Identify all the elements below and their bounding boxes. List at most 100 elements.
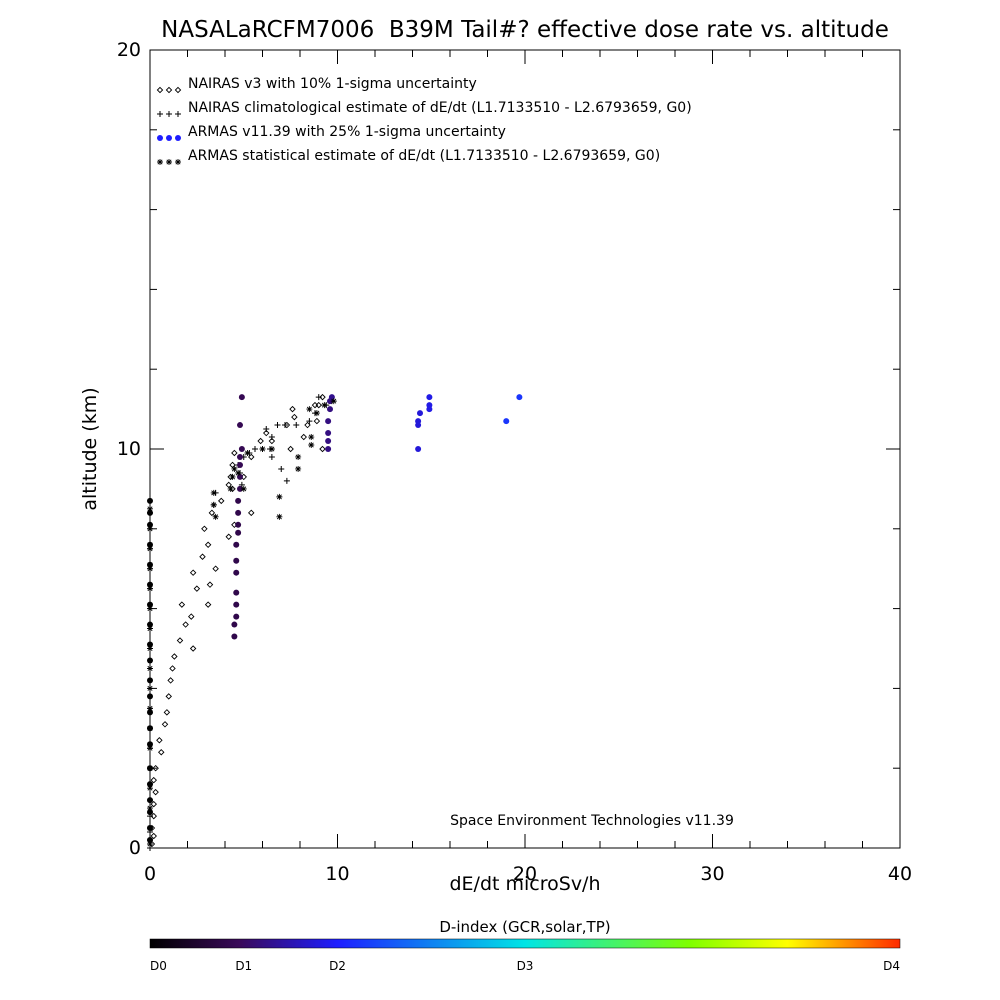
- armas-point: [235, 509, 242, 516]
- x-axis-label: dE/dt microSv/h: [449, 873, 600, 895]
- armas-point: [233, 557, 240, 564]
- nairas-clim-point: [278, 465, 285, 472]
- colorbar: [149, 938, 901, 949]
- armas-stat-point: [235, 469, 242, 476]
- armas-point: [147, 581, 153, 588]
- legend-asterisk-icon: [166, 159, 172, 165]
- armas-point: [325, 430, 332, 437]
- armas-point: [237, 461, 243, 468]
- legend: NAIRAS v3 with 10% 1-sigma uncertainty NA…: [156, 76, 692, 165]
- armas-point: [231, 621, 238, 628]
- nairas-point: [171, 653, 178, 660]
- armas-point: [147, 693, 153, 700]
- nairas-point: [189, 645, 197, 652]
- armas-stat-point: [147, 805, 153, 812]
- nairas-point: [161, 721, 169, 728]
- nairas-point: [218, 497, 225, 505]
- colorbar-tick-label: D4: [883, 959, 900, 973]
- armas-stat-point: [330, 398, 337, 405]
- legend-dot-icon: [166, 135, 172, 141]
- nairas-point: [178, 601, 186, 608]
- x-tick-label: 30: [700, 863, 724, 885]
- legend-diamond-icon: [165, 86, 173, 94]
- nairas-point: [158, 749, 165, 756]
- nairas-point: [313, 417, 321, 425]
- armas-stat-point: [147, 565, 153, 572]
- armas-stat-point: [147, 545, 153, 552]
- legend-dot-icon: [157, 135, 163, 141]
- armas-stat-point: [231, 465, 238, 472]
- armas-stat-point: [268, 446, 275, 452]
- armas-point: [147, 809, 153, 816]
- legend-dot-icon: [175, 135, 181, 141]
- armas-point: [233, 589, 240, 596]
- nairas-point: [176, 637, 184, 644]
- nairas-point: [208, 509, 216, 517]
- armas-point: [238, 446, 245, 452]
- armas-point: [237, 485, 243, 492]
- nairas-clim-point: [263, 426, 270, 433]
- nairas-point: [204, 541, 212, 548]
- armas-stat-point: [308, 434, 315, 441]
- armas-stat-point: [147, 785, 153, 792]
- armas-stat-point: [295, 453, 302, 460]
- armas-point: [238, 394, 245, 401]
- armas-stat-point: [147, 625, 153, 632]
- tick-labels: 0 10 20 30 40 0 10 20: [117, 39, 912, 885]
- legend-asterisk-icon: [175, 159, 181, 165]
- armas-point: [325, 418, 332, 425]
- nairas-point: [152, 788, 159, 796]
- nairas-point: [206, 581, 214, 588]
- nairas-point: [248, 509, 255, 517]
- nairas-point: [248, 453, 255, 461]
- legend-plus-icon: [157, 111, 163, 117]
- armas-point: [415, 446, 422, 452]
- armas-stat-point: [276, 493, 283, 500]
- armas-point: [237, 453, 243, 460]
- armas-stat-point: [259, 446, 266, 452]
- y-tick-label: 10: [117, 438, 141, 460]
- nairas-point: [231, 449, 238, 457]
- nairas-point: [150, 812, 157, 820]
- armas-stat-point: [229, 473, 236, 480]
- x-tick-label: 0: [144, 863, 156, 885]
- nairas-point: [257, 437, 264, 445]
- nairas-point: [167, 677, 174, 684]
- armas-stat-point: [210, 489, 217, 496]
- legend-label: NAIRAS climatological estimate of dE/dt …: [188, 100, 692, 116]
- armas-stat-point: [147, 685, 153, 692]
- armas-stat-point: [147, 745, 153, 752]
- armas-point: [233, 613, 240, 620]
- armas-stat-point: [212, 513, 219, 520]
- armas-point: [147, 621, 153, 628]
- armas-stat-point: [240, 485, 247, 492]
- armas-stat-point: [147, 705, 153, 712]
- credit-text: Space Environment Technologies v11.39: [450, 813, 734, 829]
- armas-point: [415, 418, 422, 425]
- nairas-point: [193, 585, 201, 592]
- nairas-clim-point: [283, 477, 290, 484]
- nairas-point: [150, 800, 157, 808]
- nairas-point: [201, 525, 208, 533]
- nairas-point: [169, 665, 176, 672]
- armas-point: [147, 521, 153, 528]
- colorbar-tick-label: D0: [150, 959, 167, 973]
- armas-stat-point: [147, 841, 153, 848]
- armas-point: [147, 641, 153, 648]
- armas-point: [147, 497, 153, 504]
- armas-stat-point: [227, 485, 234, 492]
- colorbar-labels: D0 D1 D2 D3 D4: [150, 959, 900, 973]
- armas-stat-point: [321, 402, 328, 409]
- axis-ticks: [149, 49, 901, 849]
- nairas-clim-point: [268, 453, 275, 460]
- nairas-clim-point: [306, 418, 313, 425]
- legend-plus-icon: [175, 111, 181, 117]
- y-tick-label: 20: [117, 39, 141, 61]
- armas-point: [147, 709, 153, 716]
- legend-diamond-icon: [174, 86, 182, 94]
- legend-label: NAIRAS v3 with 10% 1-sigma uncertainty: [188, 76, 477, 92]
- nairas-clim-point: [282, 422, 288, 429]
- armas-stat-point: [147, 825, 153, 832]
- legend-asterisk-icon: [157, 159, 163, 165]
- armas-point: [147, 781, 153, 788]
